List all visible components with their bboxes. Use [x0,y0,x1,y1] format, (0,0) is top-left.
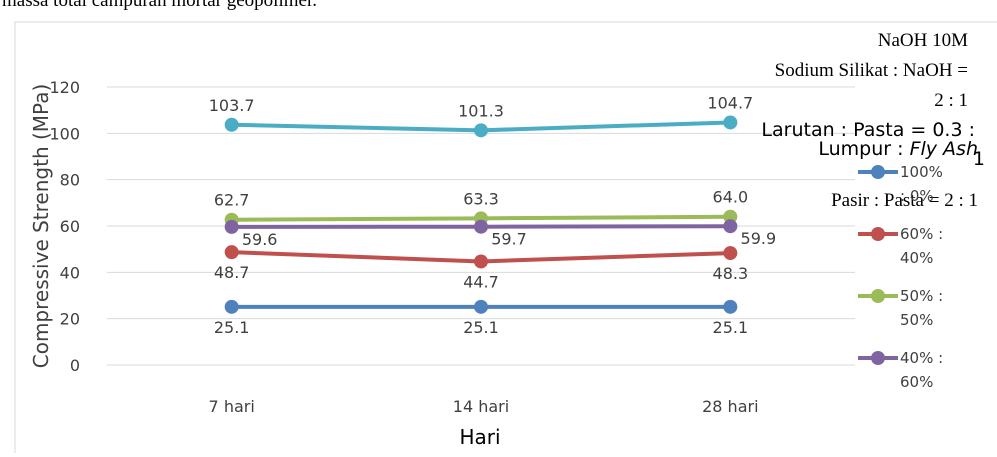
data-point [723,299,738,314]
data-point [474,299,488,314]
data-label: 101.3 [458,101,504,120]
data-point [224,299,239,314]
chart-frame [14,21,997,457]
annotation: 2 : 1 [934,90,968,111]
data-point [474,123,488,138]
x-tick-label: 14 hari [453,397,509,416]
y-tick-label: 60 [60,217,80,236]
legend-title: Lumpur : Fly Ash [818,138,978,160]
y-axis-label: Compressive Strength (MPa) [29,84,53,369]
annotation: Sodium Silikat : NaOH = [775,60,968,81]
data-point [723,246,738,261]
legend-label: 40% : 60% [900,349,944,391]
y-tick-label: 80 [60,171,80,190]
data-label: 48.3 [713,264,749,283]
data-label: 62.7 [214,191,250,210]
legend-marker [871,289,885,303]
data-label: 48.7 [214,263,250,282]
annotation: Larutan : Pasta = 0.3 : [761,119,975,141]
x-axis-label: Hari [459,425,500,449]
y-tick-label: 20 [60,310,80,329]
legend-label: 50% : 50% [900,287,944,329]
x-tick-label: 7 hari [209,397,255,416]
header-text: massa total campuran mortar geopolimer. [2,0,317,11]
data-label: 59.9 [741,229,777,248]
data-label: 104.7 [707,93,753,112]
legend-marker [871,227,885,241]
data-label: 25.1 [463,318,499,337]
data-label: 25.1 [214,318,250,337]
data-point [474,254,488,269]
data-point [474,219,488,234]
legend-marker [871,165,885,179]
annotation: 1 [973,148,985,170]
data-label: 103.7 [209,96,255,115]
legend-title-italic: Fly Ash [910,138,978,160]
data-point [224,117,239,132]
x-tick-label: 28 hari [702,397,758,416]
data-label: 44.7 [463,272,499,291]
data-label: 63.3 [463,189,499,208]
legend-marker [871,351,885,365]
legend-label: 100% : 0% [900,163,943,205]
y-tick-label: 120 [49,78,80,97]
data-label: 59.7 [491,230,527,249]
data-label: 64.0 [713,188,749,207]
data-point [723,219,738,234]
y-tick-label: 100 [49,124,80,143]
y-tick-label: 0 [70,356,80,375]
data-label: 59.6 [242,230,278,249]
annotation: NaOH 10M [878,30,968,51]
legend-title-text: Lumpur : [818,138,903,160]
annotation: Pasir : Pasta = 2 : 1 [831,190,978,211]
y-tick-label: 40 [60,263,80,282]
data-point [723,115,738,130]
data-point [224,245,239,260]
data-point [224,219,239,234]
data-label: 25.1 [713,318,749,337]
legend-label: 60% : 40% [900,225,944,267]
